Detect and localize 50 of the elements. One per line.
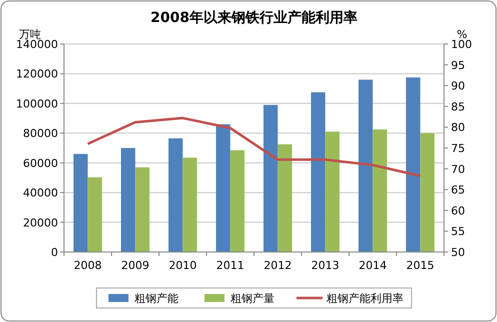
y2-tick-label: 95 <box>451 58 465 72</box>
bar <box>182 158 197 252</box>
y2-tick-label: 90 <box>451 80 465 93</box>
bar <box>358 80 373 252</box>
x-tick-label: 2011 <box>216 259 244 272</box>
y-tick-label: 60000 <box>23 156 58 170</box>
y-tick-label: 120000 <box>16 68 58 81</box>
y-tick-label: 140000 <box>16 38 58 51</box>
y2-tick-label: 55 <box>451 225 465 238</box>
x-tick-label: 2014 <box>358 259 387 272</box>
legend-label: 粗钢产能 <box>134 292 178 305</box>
y2-tick-label: 50 <box>451 246 465 259</box>
bar <box>121 148 136 252</box>
y2-tick-label: 70 <box>451 162 465 176</box>
bar <box>325 132 340 252</box>
line-series <box>86 116 422 178</box>
x-tick-label: 2008 <box>74 259 102 272</box>
bar <box>264 104 278 252</box>
y2-tick-label: 65 <box>451 184 465 197</box>
legend-label: 粗钢产能利用率 <box>326 292 404 305</box>
bar <box>372 129 387 252</box>
x-tick-label: 2012 <box>264 259 292 272</box>
x-tick-label: 2009 <box>121 259 150 272</box>
bar <box>406 77 420 252</box>
y-axis-title: 万吨 <box>19 28 41 41</box>
legend-label: 粗钢产量 <box>230 292 274 305</box>
y2-tick-label: 80 <box>451 121 465 134</box>
x-tick-label: 2010 <box>168 259 197 272</box>
y-tick-label: 100000 <box>16 97 58 110</box>
y2-tick-label: 85 <box>451 100 465 114</box>
x-tick-label: 2013 <box>311 259 340 272</box>
chart-title: 2008年以来钢铁行业产能利用率 <box>150 9 358 26</box>
y2-axis-title: % <box>456 28 468 41</box>
bar <box>168 138 183 252</box>
bar <box>135 167 150 252</box>
y-tick-label: 20000 <box>23 216 58 230</box>
bar <box>311 92 326 252</box>
y-tick-label: 80000 <box>23 127 58 140</box>
y2-tick-label: 60 <box>451 204 465 218</box>
y2-tick-label: 75 <box>451 142 465 155</box>
bar <box>74 154 88 252</box>
bar <box>278 144 292 252</box>
y-tick-label: 0 <box>51 246 58 259</box>
bar <box>230 150 244 252</box>
y-tick-label: 40000 <box>23 186 58 200</box>
y2-tick-label: 100 <box>451 38 472 51</box>
bar <box>420 133 434 252</box>
bar <box>88 177 102 252</box>
x-tick-label: 2015 <box>406 259 434 272</box>
bar <box>216 124 230 252</box>
